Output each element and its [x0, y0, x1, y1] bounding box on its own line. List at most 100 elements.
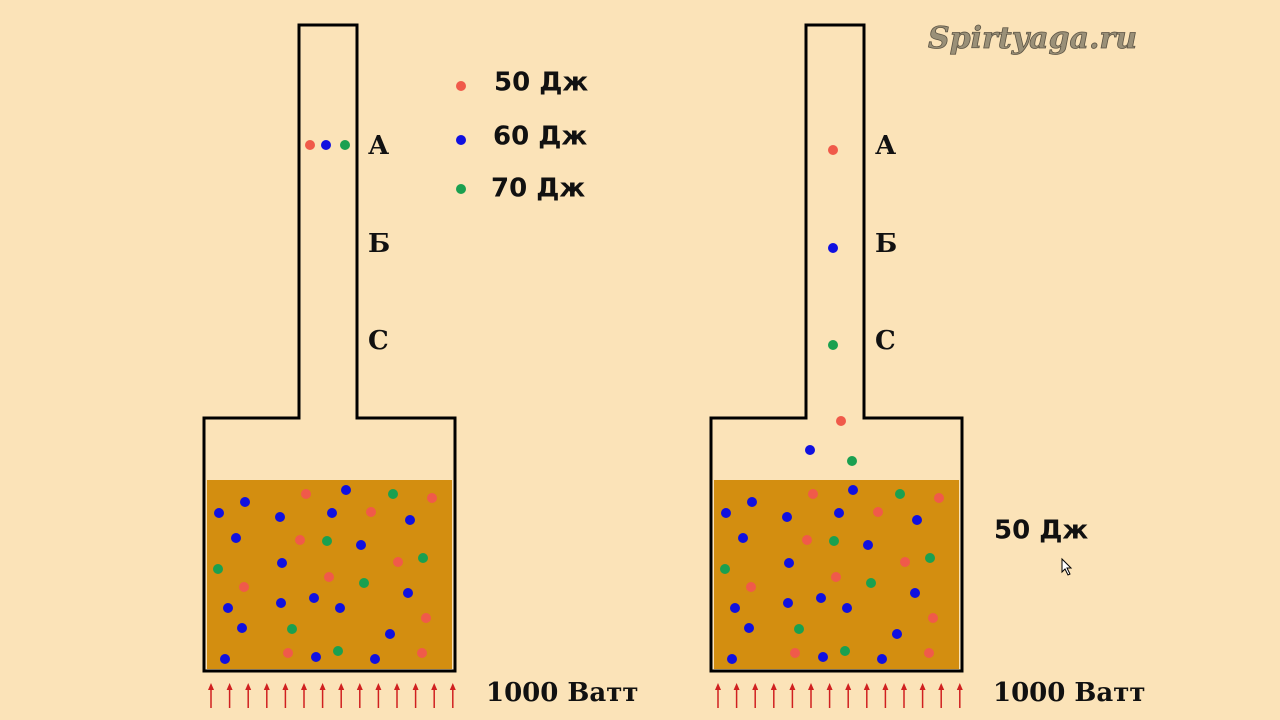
legend-label: 70 Дж	[491, 174, 585, 204]
molecule	[730, 603, 740, 613]
flask	[709, 23, 964, 673]
molecule	[405, 515, 415, 525]
molecule	[322, 536, 332, 546]
heat-arrow-head	[338, 683, 345, 690]
molecule	[720, 564, 730, 574]
heat-arrow-head	[449, 683, 456, 690]
heat-arrow-head	[431, 683, 438, 690]
molecule	[840, 646, 850, 656]
molecule	[805, 445, 815, 455]
molecule	[335, 603, 345, 613]
molecule	[829, 536, 839, 546]
molecule	[359, 578, 369, 588]
heat-arrow-head	[394, 683, 400, 690]
molecule	[321, 140, 331, 150]
molecule	[324, 572, 334, 582]
molecule	[828, 145, 838, 155]
molecule	[836, 416, 846, 426]
molecule	[912, 515, 922, 525]
legend-label: 50 Дж	[494, 68, 588, 98]
molecule	[311, 652, 321, 662]
level-label: С	[875, 326, 896, 356]
heat-arrow-head	[919, 683, 926, 690]
molecule	[892, 629, 902, 639]
molecule	[877, 654, 887, 664]
molecule	[283, 648, 293, 658]
molecule	[721, 508, 731, 518]
molecule	[802, 535, 812, 545]
legend-dot	[456, 184, 466, 194]
molecule	[427, 493, 437, 503]
molecule	[782, 512, 792, 522]
molecule	[213, 564, 223, 574]
heat-arrow-head	[282, 683, 289, 690]
heat-arrow-head	[770, 683, 777, 690]
watermark: Spirtyaga.ru	[928, 21, 1137, 56]
heat-arrow-head	[412, 683, 419, 690]
heat-arrow-head	[752, 683, 759, 690]
molecule	[808, 489, 818, 499]
heat-arrow-head	[319, 683, 326, 690]
molecule	[738, 533, 748, 543]
heat-arrow-head	[845, 683, 852, 690]
heat-arrow-head	[375, 683, 382, 690]
molecule	[421, 613, 431, 623]
heat-arrow-head	[826, 683, 833, 690]
heat-arrow-head	[808, 683, 814, 690]
molecule	[842, 603, 852, 613]
heat-arrow-head	[789, 683, 796, 690]
molecule	[275, 512, 285, 522]
flask	[202, 23, 457, 673]
molecule	[834, 508, 844, 518]
molecule	[818, 652, 828, 662]
heat-arrow-head	[715, 683, 721, 690]
molecule	[847, 456, 857, 466]
heat-arrow-head	[226, 683, 233, 690]
molecule	[240, 497, 250, 507]
legend-dot	[456, 81, 466, 91]
molecule	[934, 493, 944, 503]
molecule	[370, 654, 380, 664]
molecule	[910, 588, 920, 598]
molecule	[418, 553, 428, 563]
heat-arrow-head	[882, 683, 889, 690]
molecule	[924, 648, 934, 658]
molecule	[220, 654, 230, 664]
molecule	[828, 340, 838, 350]
level-label: С	[368, 326, 389, 356]
heat-arrow-head	[245, 683, 252, 690]
molecule	[385, 629, 395, 639]
heat-arrow-head	[208, 683, 214, 690]
molecule	[727, 654, 737, 664]
legend-label: 60 Дж	[493, 122, 587, 152]
molecule	[295, 535, 305, 545]
molecule	[790, 648, 800, 658]
molecule	[277, 558, 287, 568]
level-label: А	[875, 131, 896, 161]
cursor	[1061, 557, 1073, 576]
molecule	[925, 553, 935, 563]
level-label: Б	[368, 229, 390, 259]
heat-arrow-head	[938, 683, 945, 690]
molecule	[305, 140, 315, 150]
molecule	[747, 497, 757, 507]
heat-arrow-head	[956, 683, 963, 690]
heat-arrow-head	[901, 683, 907, 690]
level-label: Б	[875, 229, 897, 259]
molecule	[828, 243, 838, 253]
molecule	[744, 623, 754, 633]
molecule	[873, 507, 883, 517]
heat-arrow-head	[301, 683, 307, 690]
molecule	[366, 507, 376, 517]
level-label: А	[368, 131, 389, 161]
molecule	[327, 508, 337, 518]
molecule	[276, 598, 286, 608]
molecule	[223, 603, 233, 613]
molecule	[340, 140, 350, 150]
molecule	[309, 593, 319, 603]
molecule	[848, 485, 858, 495]
heat-arrow-head	[263, 683, 270, 690]
molecule	[784, 558, 794, 568]
